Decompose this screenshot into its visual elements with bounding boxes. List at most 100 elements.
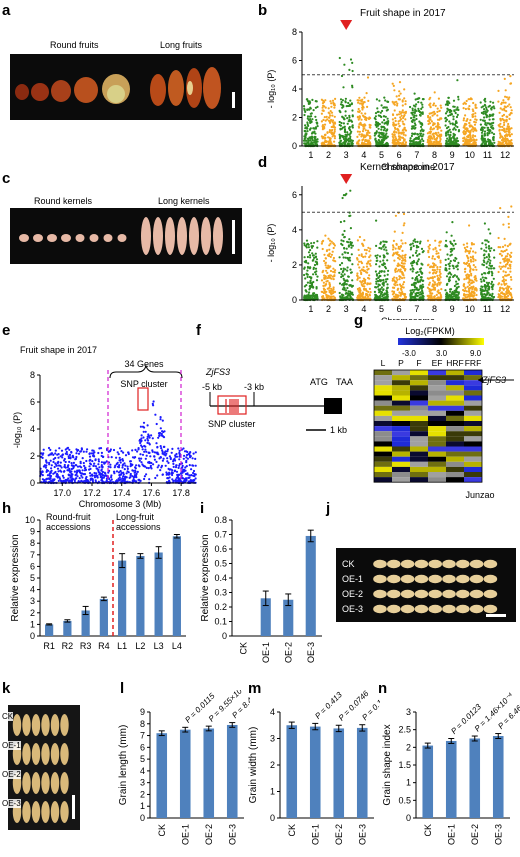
x-tick-label: 2 bbox=[326, 150, 331, 160]
panel-label-b: b bbox=[258, 2, 268, 19]
y-tick-label: 0 bbox=[140, 813, 145, 823]
x-tick-label: L1 bbox=[117, 641, 127, 651]
x-tick-label: OE-1 bbox=[310, 824, 320, 845]
y-tick-label: 6 bbox=[140, 742, 145, 752]
grain bbox=[31, 772, 41, 794]
grain bbox=[400, 604, 415, 614]
bar bbox=[172, 536, 181, 636]
x-tick-label: L4 bbox=[172, 641, 182, 651]
x-tick-label: L2 bbox=[135, 641, 145, 651]
snp-cluster-region bbox=[217, 395, 247, 415]
grain bbox=[41, 801, 50, 823]
y-tick-label: 1.5 bbox=[398, 760, 411, 770]
e-xlabel: Chromosome 3 (Mb) bbox=[79, 499, 162, 509]
y-tick-label: 6 bbox=[292, 190, 297, 200]
heatmap-gene-label: ZjFS3 bbox=[482, 375, 507, 385]
y-tick-label: 4 bbox=[140, 766, 145, 776]
x-tick-label: 8 bbox=[432, 304, 437, 314]
y-tick-label: 0 bbox=[270, 813, 275, 823]
y-tick-label: 0.1 bbox=[214, 617, 227, 627]
bar bbox=[203, 728, 215, 818]
y-tick-label: 0.3 bbox=[214, 588, 227, 598]
grain-photo-k bbox=[8, 705, 80, 830]
y-axis-label: Relative expression bbox=[200, 534, 211, 621]
x-tick-label: 12 bbox=[500, 150, 510, 160]
y-tick-label: 2 bbox=[140, 789, 145, 799]
x-tick-label: OE-2 bbox=[204, 824, 214, 845]
grain bbox=[50, 801, 60, 823]
legend-mid: 3.0 bbox=[436, 349, 448, 358]
gene-exon bbox=[324, 398, 342, 414]
y-tick-label: 5 bbox=[30, 573, 35, 583]
y-tick-label: 1 bbox=[140, 801, 145, 811]
right-kb-label: -3 kb bbox=[244, 382, 264, 392]
y-tick-label: 0.5 bbox=[398, 795, 411, 805]
grain bbox=[414, 604, 429, 614]
grain bbox=[50, 772, 60, 794]
grain bbox=[31, 714, 41, 736]
x-tick-label: 5 bbox=[379, 150, 384, 160]
bar bbox=[356, 727, 368, 818]
grain-row-label-k: OE-3 bbox=[2, 799, 21, 808]
y-tick-label: 6 bbox=[30, 561, 35, 571]
grain-photo-j: CK OE-1 OE-2 OE-3 bbox=[336, 548, 516, 622]
y-tick-label: 0.7 bbox=[214, 530, 227, 540]
grain bbox=[483, 559, 498, 569]
snp-cluster-label-e: SNP cluster bbox=[120, 379, 167, 389]
manhattan-plot-kernel: 0246123456789101112Chromosome- log₁₀ (P) bbox=[266, 174, 514, 320]
grain bbox=[60, 801, 69, 823]
snp-points bbox=[302, 56, 513, 148]
panel-label-e: e bbox=[2, 322, 11, 339]
taa-label: TAA bbox=[336, 377, 353, 387]
grain bbox=[456, 559, 470, 569]
y-tick-label: 8 bbox=[30, 538, 35, 548]
grain bbox=[428, 574, 442, 584]
x-tick-label: 12 bbox=[500, 304, 510, 314]
y-axis-label: - log₁₀ (P) bbox=[266, 224, 276, 263]
heatmap-legend-title: Log₂(FPKM) bbox=[405, 326, 455, 336]
x-tick-label: 6 bbox=[397, 150, 402, 160]
grain bbox=[456, 589, 470, 599]
panel-d-title: Kernel shape in 2017 bbox=[360, 162, 455, 173]
e-y-tick: 4 bbox=[30, 424, 35, 434]
y-tick-label: 0 bbox=[292, 141, 297, 151]
grain bbox=[387, 559, 401, 569]
long-kernels-label: Long kernels bbox=[158, 196, 210, 206]
grain bbox=[400, 574, 415, 584]
x-tick-label: 3 bbox=[344, 150, 349, 160]
heatmap-column-label: L bbox=[381, 358, 386, 368]
grain bbox=[31, 801, 41, 823]
grain bbox=[373, 574, 387, 584]
snp-cluster-box bbox=[137, 387, 149, 411]
grain bbox=[22, 714, 31, 736]
heatmap-footer: Junzao bbox=[465, 490, 494, 500]
x-tick-label: 9 bbox=[450, 150, 455, 160]
grain-row-label-k: CK bbox=[2, 712, 14, 721]
y-tick-label: 0.5 bbox=[214, 559, 227, 569]
y-tick-label: 4 bbox=[30, 585, 35, 595]
e-y-tick: 0 bbox=[30, 478, 35, 488]
grain bbox=[469, 604, 484, 614]
bar bbox=[283, 599, 294, 636]
y-tick-label: 4 bbox=[292, 225, 297, 235]
panel-label-k: k bbox=[2, 680, 11, 697]
grain bbox=[414, 589, 429, 599]
bar bbox=[179, 729, 191, 818]
y-tick-label: 0.4 bbox=[214, 573, 227, 583]
e-x-tick: 17.0 bbox=[54, 488, 72, 498]
heatmap-column-label: F bbox=[416, 358, 421, 368]
x-tick-label: 4 bbox=[361, 304, 366, 314]
e-x-tick: 17.2 bbox=[83, 488, 101, 498]
grains-image-k bbox=[12, 714, 75, 823]
bar bbox=[136, 555, 145, 636]
y-tick-label: 7 bbox=[30, 550, 35, 560]
y-axis-label: Grain width (mm) bbox=[248, 727, 259, 804]
x-tick-label: 7 bbox=[414, 150, 419, 160]
y-tick-label: 2.5 bbox=[398, 725, 411, 735]
round-accessions-label-2: accessions bbox=[46, 522, 91, 532]
y-axis-label: Relative expression bbox=[10, 534, 21, 621]
round-kernels-label: Round kernels bbox=[34, 196, 93, 206]
bar bbox=[309, 726, 321, 818]
grain bbox=[22, 801, 31, 823]
